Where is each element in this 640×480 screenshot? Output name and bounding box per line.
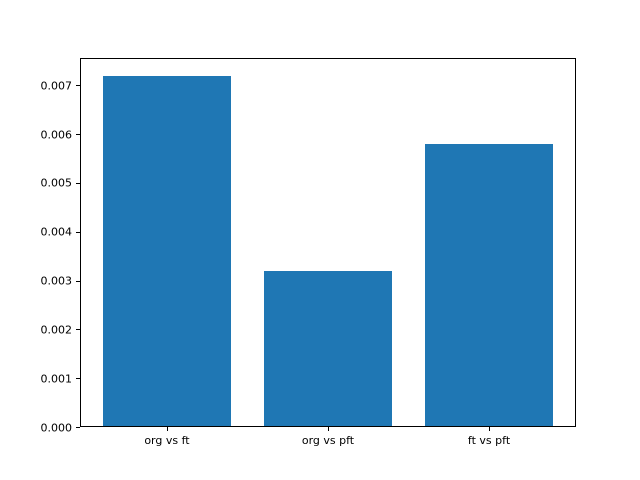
y-tick-mark	[76, 232, 80, 233]
y-tick-mark	[76, 134, 80, 135]
bar-ft-vs-pft	[424, 143, 554, 426]
y-tick-label: 0.006	[40, 128, 73, 142]
x-tick-label: org vs ft	[144, 434, 190, 447]
y-tick-label: 0.007	[40, 79, 73, 93]
bar-org-vs-ft	[102, 75, 232, 426]
y-tick-mark	[76, 378, 80, 379]
x-tick-label: ft vs pft	[467, 434, 511, 447]
y-tick-label: 0.001	[40, 372, 73, 386]
x-tick-mark	[489, 427, 490, 431]
y-tick-mark	[76, 183, 80, 184]
y-tick-label: 0.002	[40, 323, 73, 337]
y-tick-mark	[76, 427, 80, 428]
bar-org-vs-pft	[263, 270, 393, 426]
x-tick-label: org vs pft	[301, 434, 355, 447]
y-tick-label: 0.000	[40, 421, 73, 434]
y-tick-mark	[76, 85, 80, 86]
y-tick-label: 0.004	[40, 225, 73, 239]
y-tick-mark	[76, 329, 80, 330]
y-tick-mark	[76, 281, 80, 282]
x-tick-mark	[328, 427, 329, 431]
x-tick-mark	[167, 427, 168, 431]
y-tick-label: 0.003	[40, 274, 73, 288]
y-tick-label: 0.005	[40, 176, 73, 190]
